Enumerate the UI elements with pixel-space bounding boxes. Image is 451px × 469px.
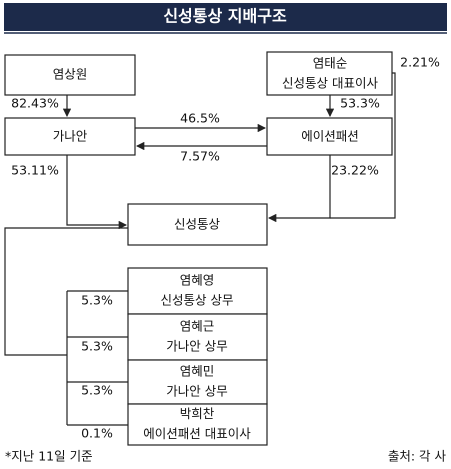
person-share: 5.3% (81, 339, 113, 354)
person-share: 5.3% (81, 293, 113, 308)
edge-label: 53.11% (11, 163, 59, 178)
node-box (127, 203, 268, 246)
edge-label: 7.57% (180, 149, 220, 164)
edge-label: 23.22% (331, 163, 379, 178)
node-box (266, 117, 393, 156)
person-box (127, 267, 268, 315)
node-role: 신성통상 대표이사 (282, 76, 378, 91)
person-box (127, 313, 268, 361)
connectors (4, 72, 396, 426)
source: 출처: 각 사 (388, 449, 447, 464)
edge-label: 46.5% (180, 111, 220, 126)
node-label: 염태순 (313, 56, 348, 71)
person-box (127, 403, 268, 446)
person-name: 박희찬 (180, 406, 215, 421)
person-role: 가나안 상무 (166, 384, 227, 399)
person-name: 염혜영 (180, 273, 215, 288)
edge-label: 82.43% (11, 96, 59, 111)
footnote: *지난 11일 기준 (5, 449, 93, 464)
person-share: 5.3% (81, 383, 113, 398)
edge-label: 2.21% (400, 55, 440, 70)
person-role: 신성통상 상무 (161, 293, 234, 308)
person-box (127, 359, 268, 405)
person-role: 에이션패션 대표이사 (143, 426, 251, 441)
person-name: 염혜근 (180, 319, 215, 334)
node-box (266, 51, 393, 96)
person-role: 가나안 상무 (166, 339, 227, 354)
node-box (4, 54, 136, 96)
node-label: 신성통상 (174, 217, 221, 232)
node-label: 염상원 (53, 67, 88, 82)
node-box (4, 117, 136, 156)
title: 신성통상 지배구조 (163, 7, 287, 26)
edge-label: 53.3% (340, 96, 380, 111)
person-share: 0.1% (81, 426, 113, 441)
person-name: 염혜민 (180, 364, 215, 379)
title-bar (4, 3, 447, 31)
node-label: 가나안 (53, 129, 88, 144)
node-label: 에이션패션 (301, 129, 359, 144)
